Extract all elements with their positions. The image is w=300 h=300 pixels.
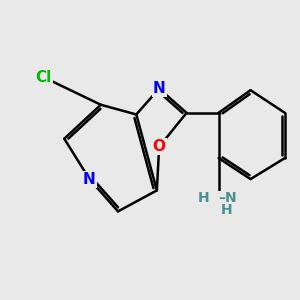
Text: N: N (83, 172, 96, 187)
Text: –N: –N (219, 191, 237, 206)
Text: Cl: Cl (36, 70, 52, 85)
Text: H: H (198, 191, 210, 206)
Text: H: H (220, 203, 232, 218)
Text: N: N (153, 81, 166, 96)
Text: O: O (153, 139, 166, 154)
